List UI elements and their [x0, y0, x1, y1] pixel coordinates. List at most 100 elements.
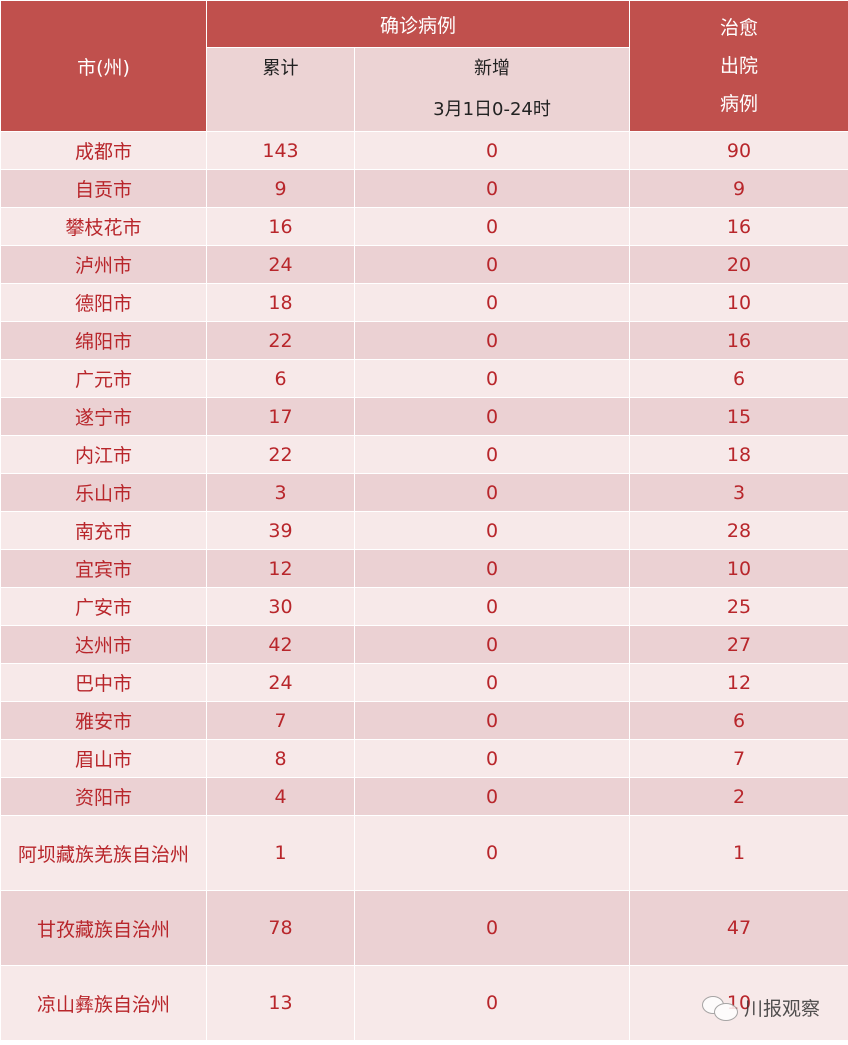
- table-row: 雅安市 7 0 6: [0, 701, 848, 740]
- cell-city: 广元市: [0, 359, 207, 398]
- cell-new: 0: [353, 815, 631, 891]
- cell-recovered: 16: [629, 321, 848, 360]
- cell-new: 0: [353, 587, 631, 626]
- cell-new: 0: [353, 777, 631, 816]
- cell-city: 凉山彝族自治州: [0, 965, 207, 1041]
- cell-cumulative: 8: [206, 739, 355, 778]
- cell-cumulative: 22: [206, 435, 355, 474]
- cell-cumulative: 17: [206, 397, 355, 436]
- cell-city: 内江市: [0, 435, 207, 474]
- cell-recovered: 28: [629, 511, 848, 550]
- cell-recovered: 6: [629, 701, 848, 740]
- cell-cumulative: 1: [206, 815, 355, 891]
- cell-city: 泸州市: [0, 245, 207, 284]
- wechat-icon: [701, 995, 738, 1021]
- cell-cumulative: 6: [206, 359, 355, 398]
- watermark-text: 川报观察: [743, 998, 820, 1020]
- cell-recovered: 90: [629, 131, 848, 170]
- header-new: 新增 3月1日0-24时: [353, 47, 631, 132]
- cell-new: 0: [353, 625, 631, 664]
- cell-recovered: 18: [629, 435, 848, 474]
- table-row: 凉山彝族自治州 13 0 10: [0, 965, 848, 1041]
- cell-city: 宜宾市: [0, 549, 207, 588]
- cell-city: 攀枝花市: [0, 207, 207, 246]
- table-row: 甘孜藏族自治州 78 0 47: [0, 890, 848, 966]
- header-recovered-line: 治愈: [720, 17, 759, 39]
- header-cumulative: 累计: [206, 47, 355, 132]
- table-row: 绵阳市 22 0 16: [0, 321, 848, 360]
- cell-new: 0: [353, 359, 631, 398]
- cell-city: 遂宁市: [0, 397, 207, 436]
- cell-new: 0: [353, 435, 631, 474]
- cell-cumulative: 42: [206, 625, 355, 664]
- cell-city: 成都市: [0, 131, 207, 170]
- cell-city: 雅安市: [0, 701, 207, 740]
- cell-recovered: 47: [629, 890, 848, 966]
- table-row: 眉山市 8 0 7: [0, 739, 848, 778]
- cell-recovered: 15: [629, 397, 848, 436]
- table-row: 遂宁市 17 0 15: [0, 397, 848, 436]
- cell-recovered: 7: [629, 739, 848, 778]
- cell-cumulative: 4: [206, 777, 355, 816]
- cell-city: 资阳市: [0, 777, 207, 816]
- header-city: 市(州): [0, 0, 207, 132]
- cell-recovered: 25: [629, 587, 848, 626]
- cell-recovered: 10: [629, 549, 848, 588]
- header-recovered-line: 病例: [720, 93, 759, 115]
- header-recovered: 治愈 出院 病例: [629, 0, 848, 132]
- cell-cumulative: 24: [206, 245, 355, 284]
- cell-cumulative: 3: [206, 473, 355, 512]
- cell-new: 0: [353, 397, 631, 436]
- cell-recovered: 2: [629, 777, 848, 816]
- header-recovered-line: 出院: [720, 55, 759, 77]
- cell-city: 阿坝藏族羌族自治州: [0, 815, 207, 891]
- watermark: 川报观察: [701, 994, 820, 1021]
- cell-new: 0: [353, 131, 631, 170]
- table-row: 阿坝藏族羌族自治州 1 0 1: [0, 815, 848, 891]
- table-row: 泸州市 24 0 20: [0, 245, 848, 284]
- cell-cumulative: 7: [206, 701, 355, 740]
- cell-city: 广安市: [0, 587, 207, 626]
- cell-new: 0: [353, 890, 631, 966]
- cell-city: 绵阳市: [0, 321, 207, 360]
- cell-recovered: 9: [629, 169, 848, 208]
- table-row: 广元市 6 0 6: [0, 359, 848, 398]
- cell-cumulative: 143: [206, 131, 355, 170]
- table-row: 德阳市 18 0 10: [0, 283, 848, 322]
- cell-new: 0: [353, 549, 631, 588]
- header-confirmed: 确诊病例: [205, 0, 631, 48]
- cell-city: 南充市: [0, 511, 207, 550]
- cell-city: 德阳市: [0, 283, 207, 322]
- cell-recovered: 6: [629, 359, 848, 398]
- cell-recovered: 20: [629, 245, 848, 284]
- cell-new: 0: [353, 207, 631, 246]
- table-row: 内江市 22 0 18: [0, 435, 848, 474]
- cell-new: 0: [353, 511, 631, 550]
- cell-cumulative: 13: [206, 965, 355, 1041]
- cell-cumulative: 18: [206, 283, 355, 322]
- cell-recovered: 1: [629, 815, 848, 891]
- cell-recovered: 27: [629, 625, 848, 664]
- cell-recovered: 16: [629, 207, 848, 246]
- cell-cumulative: 39: [206, 511, 355, 550]
- cell-cumulative: 22: [206, 321, 355, 360]
- table-row: 乐山市 3 0 3: [0, 473, 848, 512]
- cell-new: 0: [353, 473, 631, 512]
- cell-cumulative: 9: [206, 169, 355, 208]
- cell-city: 甘孜藏族自治州: [0, 890, 207, 966]
- cell-city: 巴中市: [0, 663, 207, 702]
- cell-city: 达州市: [0, 625, 207, 664]
- cell-recovered: 12: [629, 663, 848, 702]
- cell-recovered: 10: [629, 283, 848, 322]
- table-row: 巴中市 24 0 12: [0, 663, 848, 702]
- cell-new: 0: [353, 245, 631, 284]
- table-row: 宜宾市 12 0 10: [0, 549, 848, 588]
- table-row: 攀枝花市 16 0 16: [0, 207, 848, 246]
- table-row: 广安市 30 0 25: [0, 587, 848, 626]
- cell-new: 0: [353, 169, 631, 208]
- cell-new: 0: [353, 701, 631, 740]
- cell-city: 眉山市: [0, 739, 207, 778]
- cell-new: 0: [353, 283, 631, 322]
- cell-recovered: 3: [629, 473, 848, 512]
